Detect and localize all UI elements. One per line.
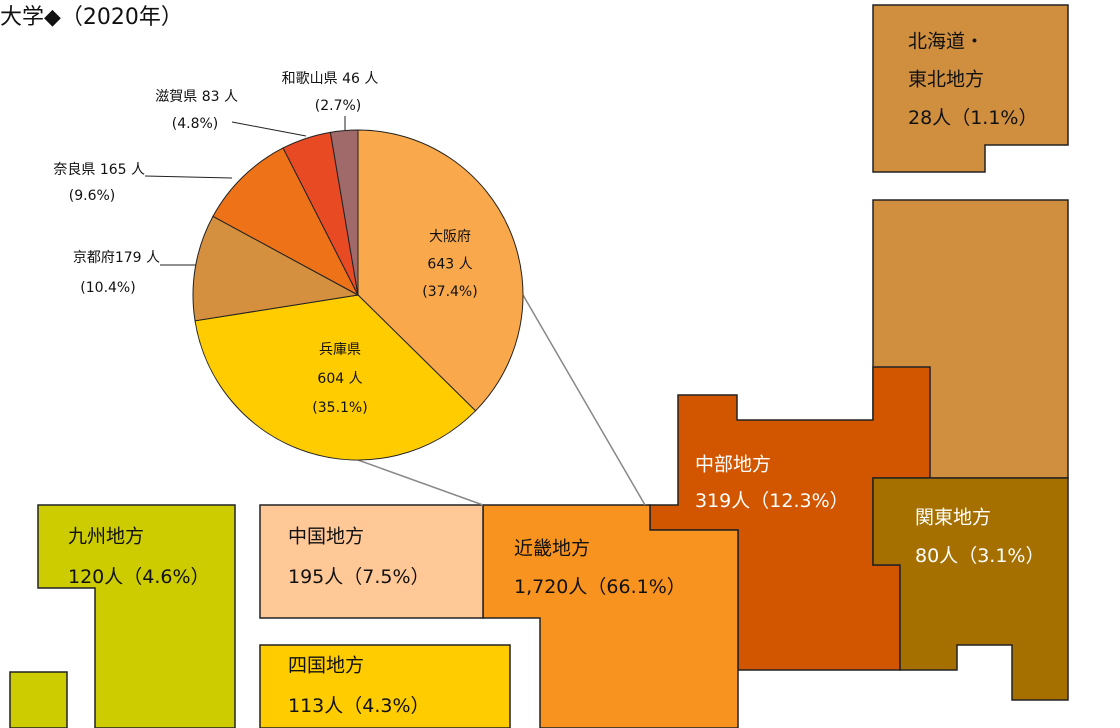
slice-value: 179 人 xyxy=(115,250,160,266)
region-name: 四国地方 xyxy=(288,655,364,677)
chart-title: 大学◆（2020年） xyxy=(0,5,183,30)
region-value: 1,720人（66.1%） xyxy=(514,576,686,598)
region-name: 中国地方 xyxy=(288,526,364,548)
slice-percent: (2.7%) xyxy=(315,98,362,114)
region-share: （7.5%） xyxy=(343,566,429,588)
slice-name: 兵庫県 xyxy=(319,341,361,358)
region-name: 北海道・ xyxy=(908,31,984,53)
slice-label: 滋賀県 83 人 xyxy=(155,89,238,105)
slice-name: 大阪府 xyxy=(429,229,471,245)
region-value: 80人（3.1%） xyxy=(915,545,1044,567)
slice-percent: (37.4%) xyxy=(422,284,477,300)
region-count: 113人 xyxy=(288,695,343,717)
slice-value: 83 人 xyxy=(197,89,238,105)
connectors xyxy=(357,294,646,506)
region-share: （4.6%） xyxy=(123,566,209,588)
connector xyxy=(522,294,646,506)
region-name: 九州地方 xyxy=(68,526,144,548)
pie-slice xyxy=(357,129,524,412)
region-count: 319人 xyxy=(695,490,750,512)
kanto-shape xyxy=(872,477,1069,701)
slice-percent: (9.6%) xyxy=(69,188,116,204)
slice-name: 奈良県 xyxy=(53,162,95,178)
chugoku-shape xyxy=(259,504,484,619)
region-count: 120人 xyxy=(68,566,123,588)
kyushu-shape xyxy=(37,504,236,728)
slice-value: 604 人 xyxy=(317,371,362,387)
slice-value: 643 人 xyxy=(427,257,472,273)
slice-name: 滋賀県 xyxy=(155,89,197,105)
slice-percent: (10.4%) xyxy=(80,280,135,296)
region-name: 関東地方 xyxy=(915,507,991,529)
slice-label: 和歌山県 46 人 xyxy=(282,71,379,87)
pie-slice xyxy=(194,294,477,461)
pie-slice xyxy=(329,129,359,296)
region-share: （4.3%） xyxy=(343,695,429,717)
pie xyxy=(192,129,524,461)
slice-name: 和歌山県 xyxy=(282,71,338,87)
region-value: 113人（4.3%） xyxy=(288,695,430,717)
tohoku-shape xyxy=(872,4,1069,173)
region-count: 28人 xyxy=(908,107,951,129)
connector xyxy=(357,459,484,506)
region-count: 195人 xyxy=(288,566,343,588)
slice-value: 46 人 xyxy=(338,71,379,87)
slice-label: 京都府179 人 xyxy=(73,250,160,266)
leader-line xyxy=(144,175,233,179)
region-count: 1,720人 xyxy=(514,576,587,598)
region-name: 近畿地方 xyxy=(514,538,590,560)
map xyxy=(9,4,1069,728)
kyushu-shape xyxy=(9,671,68,728)
region-count: 80人 xyxy=(915,545,958,567)
region-share: （3.1%） xyxy=(958,545,1044,567)
pie-slice xyxy=(192,215,360,322)
leader-line xyxy=(231,121,307,137)
region-name: 東北地方 xyxy=(908,69,984,91)
slice-name: 京都府 xyxy=(73,250,115,266)
region-share: （12.3%） xyxy=(750,490,848,512)
pie-slice xyxy=(212,147,360,297)
slice-percent: (4.8%) xyxy=(172,116,219,132)
region-value: 195人（7.5%） xyxy=(288,566,430,588)
region-value: 319人（12.3%） xyxy=(695,490,849,512)
slice-value: 165 人 xyxy=(95,162,145,178)
slice-label: 奈良県 165 人 xyxy=(53,162,145,178)
kinki-shape xyxy=(482,504,739,728)
region-value: 28人（1.1%） xyxy=(908,107,1037,129)
slice-percent: (35.1%) xyxy=(312,400,367,416)
region-share: （66.1%） xyxy=(587,576,685,598)
region-name: 中部地方 xyxy=(695,454,771,476)
region-value: 120人（4.6%） xyxy=(68,566,210,588)
region-share: （1.1%） xyxy=(951,107,1037,129)
shikoku-shape xyxy=(259,644,511,728)
